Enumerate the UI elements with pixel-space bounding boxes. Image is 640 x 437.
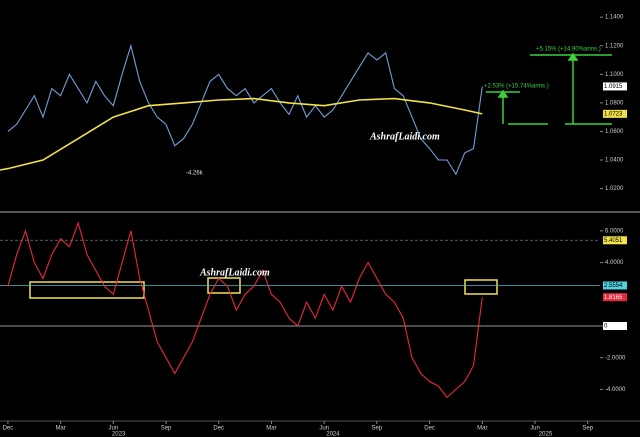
x-tick-label: Mar <box>477 426 487 432</box>
level-box <box>603 109 627 118</box>
y-tick-label: 1.0800 <box>605 100 624 106</box>
y-tick-label: 1.0400 <box>605 158 624 164</box>
annotation: +5.15% (+14.90%anns.) <box>536 47 601 53</box>
y-tick-label: -2.0000 <box>605 355 626 361</box>
year-label: 2024 <box>326 432 340 437</box>
data-line <box>7 43 483 176</box>
measure-arrows <box>486 52 612 125</box>
level-box <box>603 321 627 330</box>
level-label: 2.5554 <box>604 283 623 289</box>
yellow-box <box>29 281 145 299</box>
y-tick-label: 4.0000 <box>605 260 624 266</box>
y-tick-label: 1.1000 <box>605 72 624 78</box>
data-line <box>7 221 483 399</box>
year-label: 2025 <box>539 432 553 437</box>
yellow-box <box>464 279 498 295</box>
x-tick-label: Jun <box>319 426 329 432</box>
level-box <box>603 281 627 290</box>
y-tick-label: -4.0000 <box>605 387 626 393</box>
data-line <box>0 97 483 171</box>
level-label: 1.0723 <box>604 111 623 117</box>
y-tick-label: 1.0600 <box>605 129 624 135</box>
y-tick-label: 6.0000 <box>605 228 624 234</box>
annotation: -4.26k <box>186 171 204 177</box>
annotation: +2.53% (+15.74%anns.) <box>484 84 549 90</box>
arrow-head <box>567 52 579 61</box>
level-label: 5.4051 <box>604 238 623 244</box>
x-tick-label: Sep <box>372 426 383 432</box>
annotation: AshrafLaidi.com <box>369 131 440 142</box>
x-tick-label: Jun <box>108 426 118 432</box>
y-tick-label: 1.0200 <box>605 186 624 192</box>
x-tick-label: Dec <box>3 426 14 432</box>
level-box <box>603 236 627 245</box>
x-tick-label: Dec <box>213 426 224 432</box>
level-box <box>603 82 627 91</box>
x-tick-label: Sep <box>161 426 172 432</box>
arrow-head <box>497 89 509 98</box>
level-label: 0 <box>604 324 608 330</box>
x-tick-label: Mar <box>266 426 276 432</box>
x-tick-label: Dec <box>424 426 435 432</box>
y-tick-label: 1.1400 <box>605 15 624 21</box>
x-tick-label: Jun <box>530 426 540 432</box>
x-tick-label: Mar <box>55 426 65 432</box>
year-label: 2023 <box>112 432 126 437</box>
level-label: 1.8165 <box>604 295 623 301</box>
y-tick-label: 1.1200 <box>605 43 624 49</box>
x-tick-label: Sep <box>582 426 593 432</box>
level-label: 1.0915 <box>604 84 623 90</box>
annotation: AshrafLaidi.com <box>199 267 270 278</box>
level-box <box>603 293 627 302</box>
